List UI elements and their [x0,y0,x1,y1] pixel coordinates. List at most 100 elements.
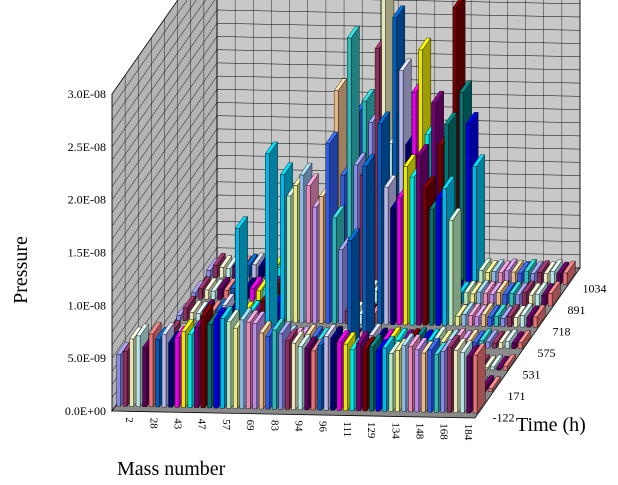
x-tick-label: 43 [172,418,184,430]
bar-front [332,217,337,324]
bar-top [251,252,265,265]
bar-top [497,260,511,274]
bar-top [528,282,542,296]
bar-front [272,329,277,410]
bar-top [252,311,266,324]
bar-top [556,261,570,275]
bar-front [487,388,493,392]
bar-top [523,259,537,272]
bar-top [330,326,344,339]
bar-front [148,333,154,408]
bar-front [207,324,212,409]
bar-front [317,345,322,411]
bar-front [535,293,540,307]
bar-top [502,282,516,295]
bar-top [491,259,505,272]
x-tick-label: 28 [147,418,159,430]
bar-top [369,334,383,347]
y-tick-label: 1.5E-08 [68,246,106,260]
bar-top [291,330,305,344]
bar-top [148,321,162,335]
y-tick-label: 3.0E-08 [68,87,106,101]
bar-front [517,342,523,350]
bar-front [468,315,473,327]
bar [476,279,490,306]
bar-top [181,319,195,332]
bar [547,280,561,307]
x-tick-label: 69 [244,420,256,432]
bar-front [422,187,428,326]
bar-front [265,153,270,345]
bar-top [278,321,292,334]
bar-front [142,347,147,408]
bar-side [452,207,462,327]
bar-front [330,338,335,411]
x-axis-title: Mass number [117,458,226,480]
bar-side [476,342,486,414]
bar-top [182,295,196,309]
bar-front [310,350,316,411]
bar-top [478,328,492,341]
bar-top [219,255,233,268]
bar-top [336,329,350,342]
bar-top [439,329,453,343]
bar-top [534,282,548,295]
bar-top [489,282,503,295]
bar-top [204,277,218,291]
bar-front [472,354,478,414]
bar-top [511,331,525,344]
z-tick-label: 718 [553,325,571,339]
bar [487,376,501,393]
bar-top [346,25,360,39]
bar-top [279,162,293,175]
bar-front [210,290,216,300]
bar-top [200,303,214,317]
bar [502,353,516,371]
y-tick-label: 0.0E+00 [65,404,106,418]
bar-front [155,339,160,408]
bar-front [161,334,167,408]
bar-top [212,253,226,266]
bar-front [490,366,495,371]
bar-front [494,315,499,327]
bar-front [239,319,245,409]
bar-top [549,259,563,272]
bar-front [522,292,527,306]
bar-front [502,365,508,371]
bar-top [483,355,497,369]
gridline [111,0,206,134]
bar-top [353,152,367,166]
y-tick-label: 5.0E-09 [68,351,106,365]
bar-top [463,280,477,294]
bar-top [562,260,576,274]
bar-front [220,318,225,409]
bar-front [562,272,568,285]
bar [495,279,509,306]
bar-top [517,261,531,274]
bar-front [513,317,518,328]
bar-top [465,112,479,125]
bar-front [249,288,255,301]
bar-front [440,351,445,413]
bar-front [403,166,408,326]
bar-front [414,349,419,413]
bar-front [511,343,516,349]
bar-front [293,185,298,324]
bar-front [547,293,553,307]
bar-front [206,269,211,278]
bar-front [421,352,426,413]
bar-top [418,37,432,51]
bar-front [284,340,290,410]
bar-top [541,283,555,296]
bar-front [416,155,421,326]
bar-front [116,354,121,407]
bar-top [461,302,475,315]
bar-front [498,272,503,284]
y-tick-label: 2.5E-08 [68,140,106,154]
bar [483,355,497,371]
bar-front [532,316,538,328]
bar-top [197,276,211,289]
bar-front [336,341,342,411]
x-tick-label: 148 [414,423,426,440]
